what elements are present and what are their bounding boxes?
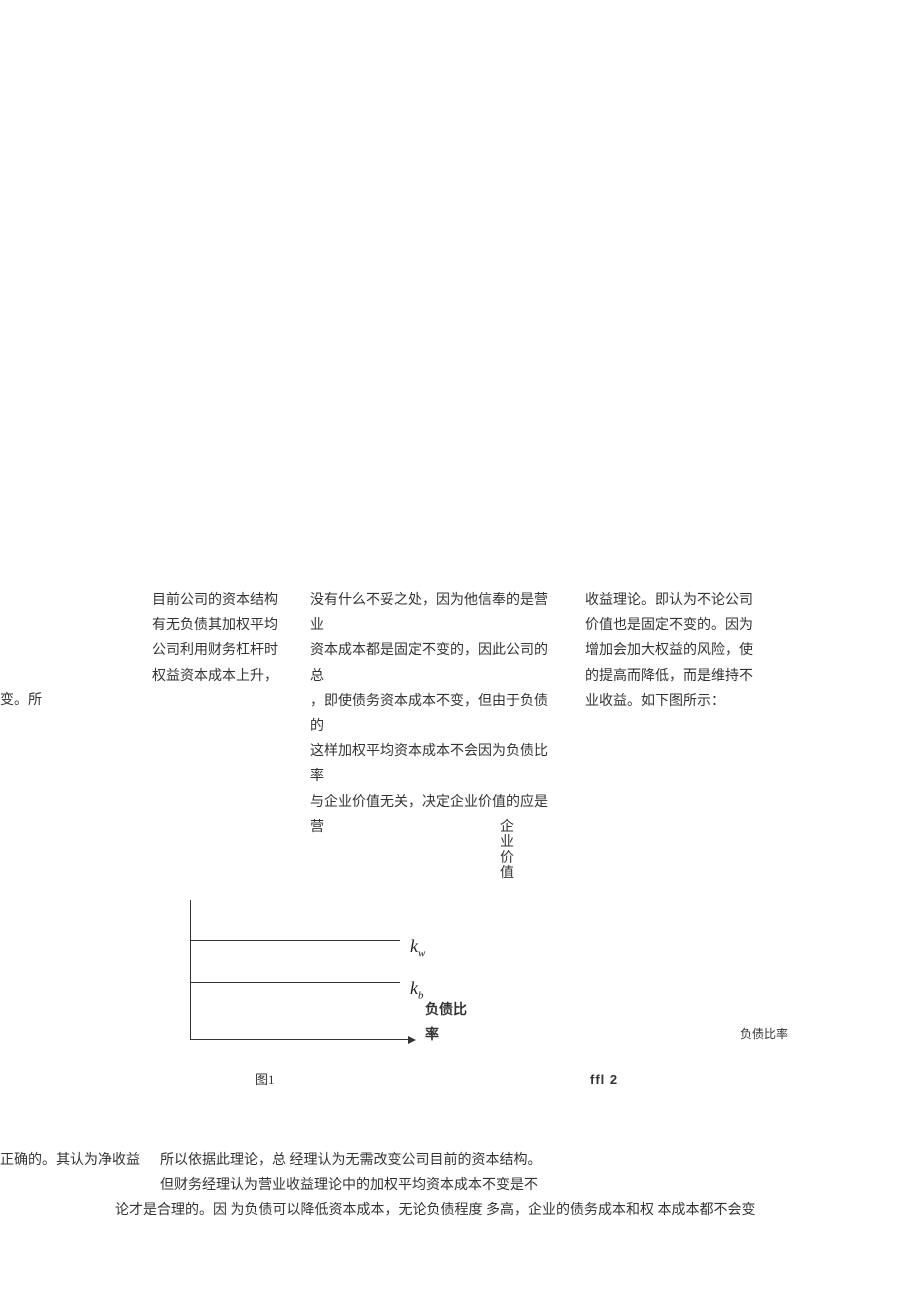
chart1-x-axis (190, 1039, 410, 1040)
k-subscript: w (418, 948, 425, 960)
text-line: 论才是合理的。因 为负债可以降低资本成本，无论负债程度 多高，企业的债务成本和权… (115, 1203, 756, 1218)
text-line: 的提高而降低，而是维持不 (585, 664, 760, 689)
paragraph-col2: 没有什么不妥之处，因为他信奉的是营业 资本成本都是固定不变的，因此公司的总 ，即… (310, 588, 555, 840)
chart1-x-label: 负债比率 (425, 998, 470, 1048)
text-line: 与企业价值无关，决定企业价值的应是营 (310, 790, 555, 840)
text-line: 没有什么不妥之处，因为他信奉的是营业 (310, 588, 555, 638)
chart1-kw-line (190, 940, 400, 941)
text-line: 目前公司的资本结构 (152, 588, 292, 613)
text-line: 这样加权平均资本成本不会因为负债比率 (310, 739, 555, 789)
text-line: 公司利用财务杠杆时 (152, 638, 292, 663)
text-line: 资本成本都是固定不变的，因此公司的总 (310, 638, 555, 688)
text-line: 有无负债其加权平均 (152, 613, 292, 638)
text-line: 价值也是固定不变的。因为 (585, 613, 760, 638)
figure1-caption: 图1 (255, 1068, 275, 1091)
chart1-x-arrow-icon (408, 1036, 416, 1044)
text-line: 业收益。如下图所示： (585, 689, 760, 714)
figure2-caption: ffl 2 (590, 1068, 618, 1091)
page: 目前公司的资本结构 有无负债其加权平均 公司利用财务杠杆时 权益资本成本上升， … (0, 0, 920, 1304)
text-line: ，即使债务资本成本不变，但由于负债的 (310, 689, 555, 739)
chart1-kb-line (190, 982, 400, 983)
k-symbol: k (410, 978, 418, 998)
chart2-y-label: 企业价值 (500, 820, 514, 882)
text-line: 权益资本成本上升， (152, 664, 292, 689)
paragraph-col1: 目前公司的资本结构 有无负债其加权平均 公司利用财务杠杆时 权益资本成本上升， (152, 588, 292, 689)
text-line: 变。所 (0, 693, 42, 708)
bottom-mid: 所以依据此理论，总 经理认为无需改变公司目前的资本结构。 但财务经理认为营业收益… (160, 1148, 860, 1198)
bottom-left-fragment: 正确的。其认为净收益 (0, 1148, 150, 1173)
text-line: 增加会加大权益的风险，使 (585, 638, 760, 663)
k-subscript: b (418, 990, 424, 1002)
chart1-kb-label: kb (410, 972, 424, 1006)
text-line: 收益理论。即认为不论公司 (585, 588, 760, 613)
chart1: kw kb 负债比率 (190, 910, 470, 1040)
bottom-line3: 论才是合理的。因 为负债可以降低资本成本，无论负债程度 多高，企业的债务成本和权… (115, 1198, 895, 1223)
text-line: 正确的。其认为净收益 (0, 1153, 140, 1168)
chart2-x-label: 负债比率 (740, 1024, 788, 1046)
paragraph-col3: 收益理论。即认为不论公司 价值也是固定不变的。因为 增加会加大权益的风险，使 的… (585, 588, 760, 714)
text-line: 所以依据此理论，总 经理认为无需改变公司目前的资本结构。 (160, 1148, 860, 1173)
paragraph-left-fragment: 变。所 (0, 688, 60, 713)
chart1-y-axis (190, 900, 191, 1040)
text-line: 但财务经理认为营业收益理论中的加权平均资本成本不变是不 (160, 1173, 860, 1198)
k-symbol: k (410, 936, 418, 956)
chart1-kw-label: kw (410, 930, 425, 964)
